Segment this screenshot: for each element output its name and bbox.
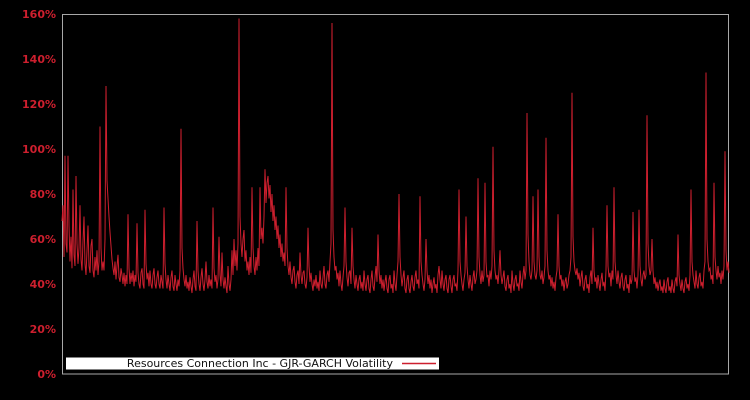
y-tick-label: 120% <box>22 98 56 111</box>
y-tick-label: 0% <box>37 368 56 381</box>
plot-area-border <box>62 14 729 375</box>
y-tick-label: 160% <box>22 8 56 21</box>
volatility-series-line <box>61 18 730 294</box>
y-tick-label: 140% <box>22 53 56 66</box>
y-axis-tick-labels: 0% 20% 40% 60% 80% 100% 120% 140% 160% <box>22 8 56 381</box>
legend: Resources Connection Inc - GJR-GARCH Vol… <box>66 357 439 370</box>
legend-series-label: Resources Connection Inc - GJR-GARCH Vol… <box>127 357 394 370</box>
legend-background <box>66 357 439 370</box>
y-tick-label: 60% <box>30 233 56 246</box>
y-tick-label: 40% <box>30 278 56 291</box>
y-tick-label: 20% <box>30 323 56 336</box>
y-tick-label: 100% <box>22 143 56 156</box>
y-tick-label: 80% <box>30 188 56 201</box>
